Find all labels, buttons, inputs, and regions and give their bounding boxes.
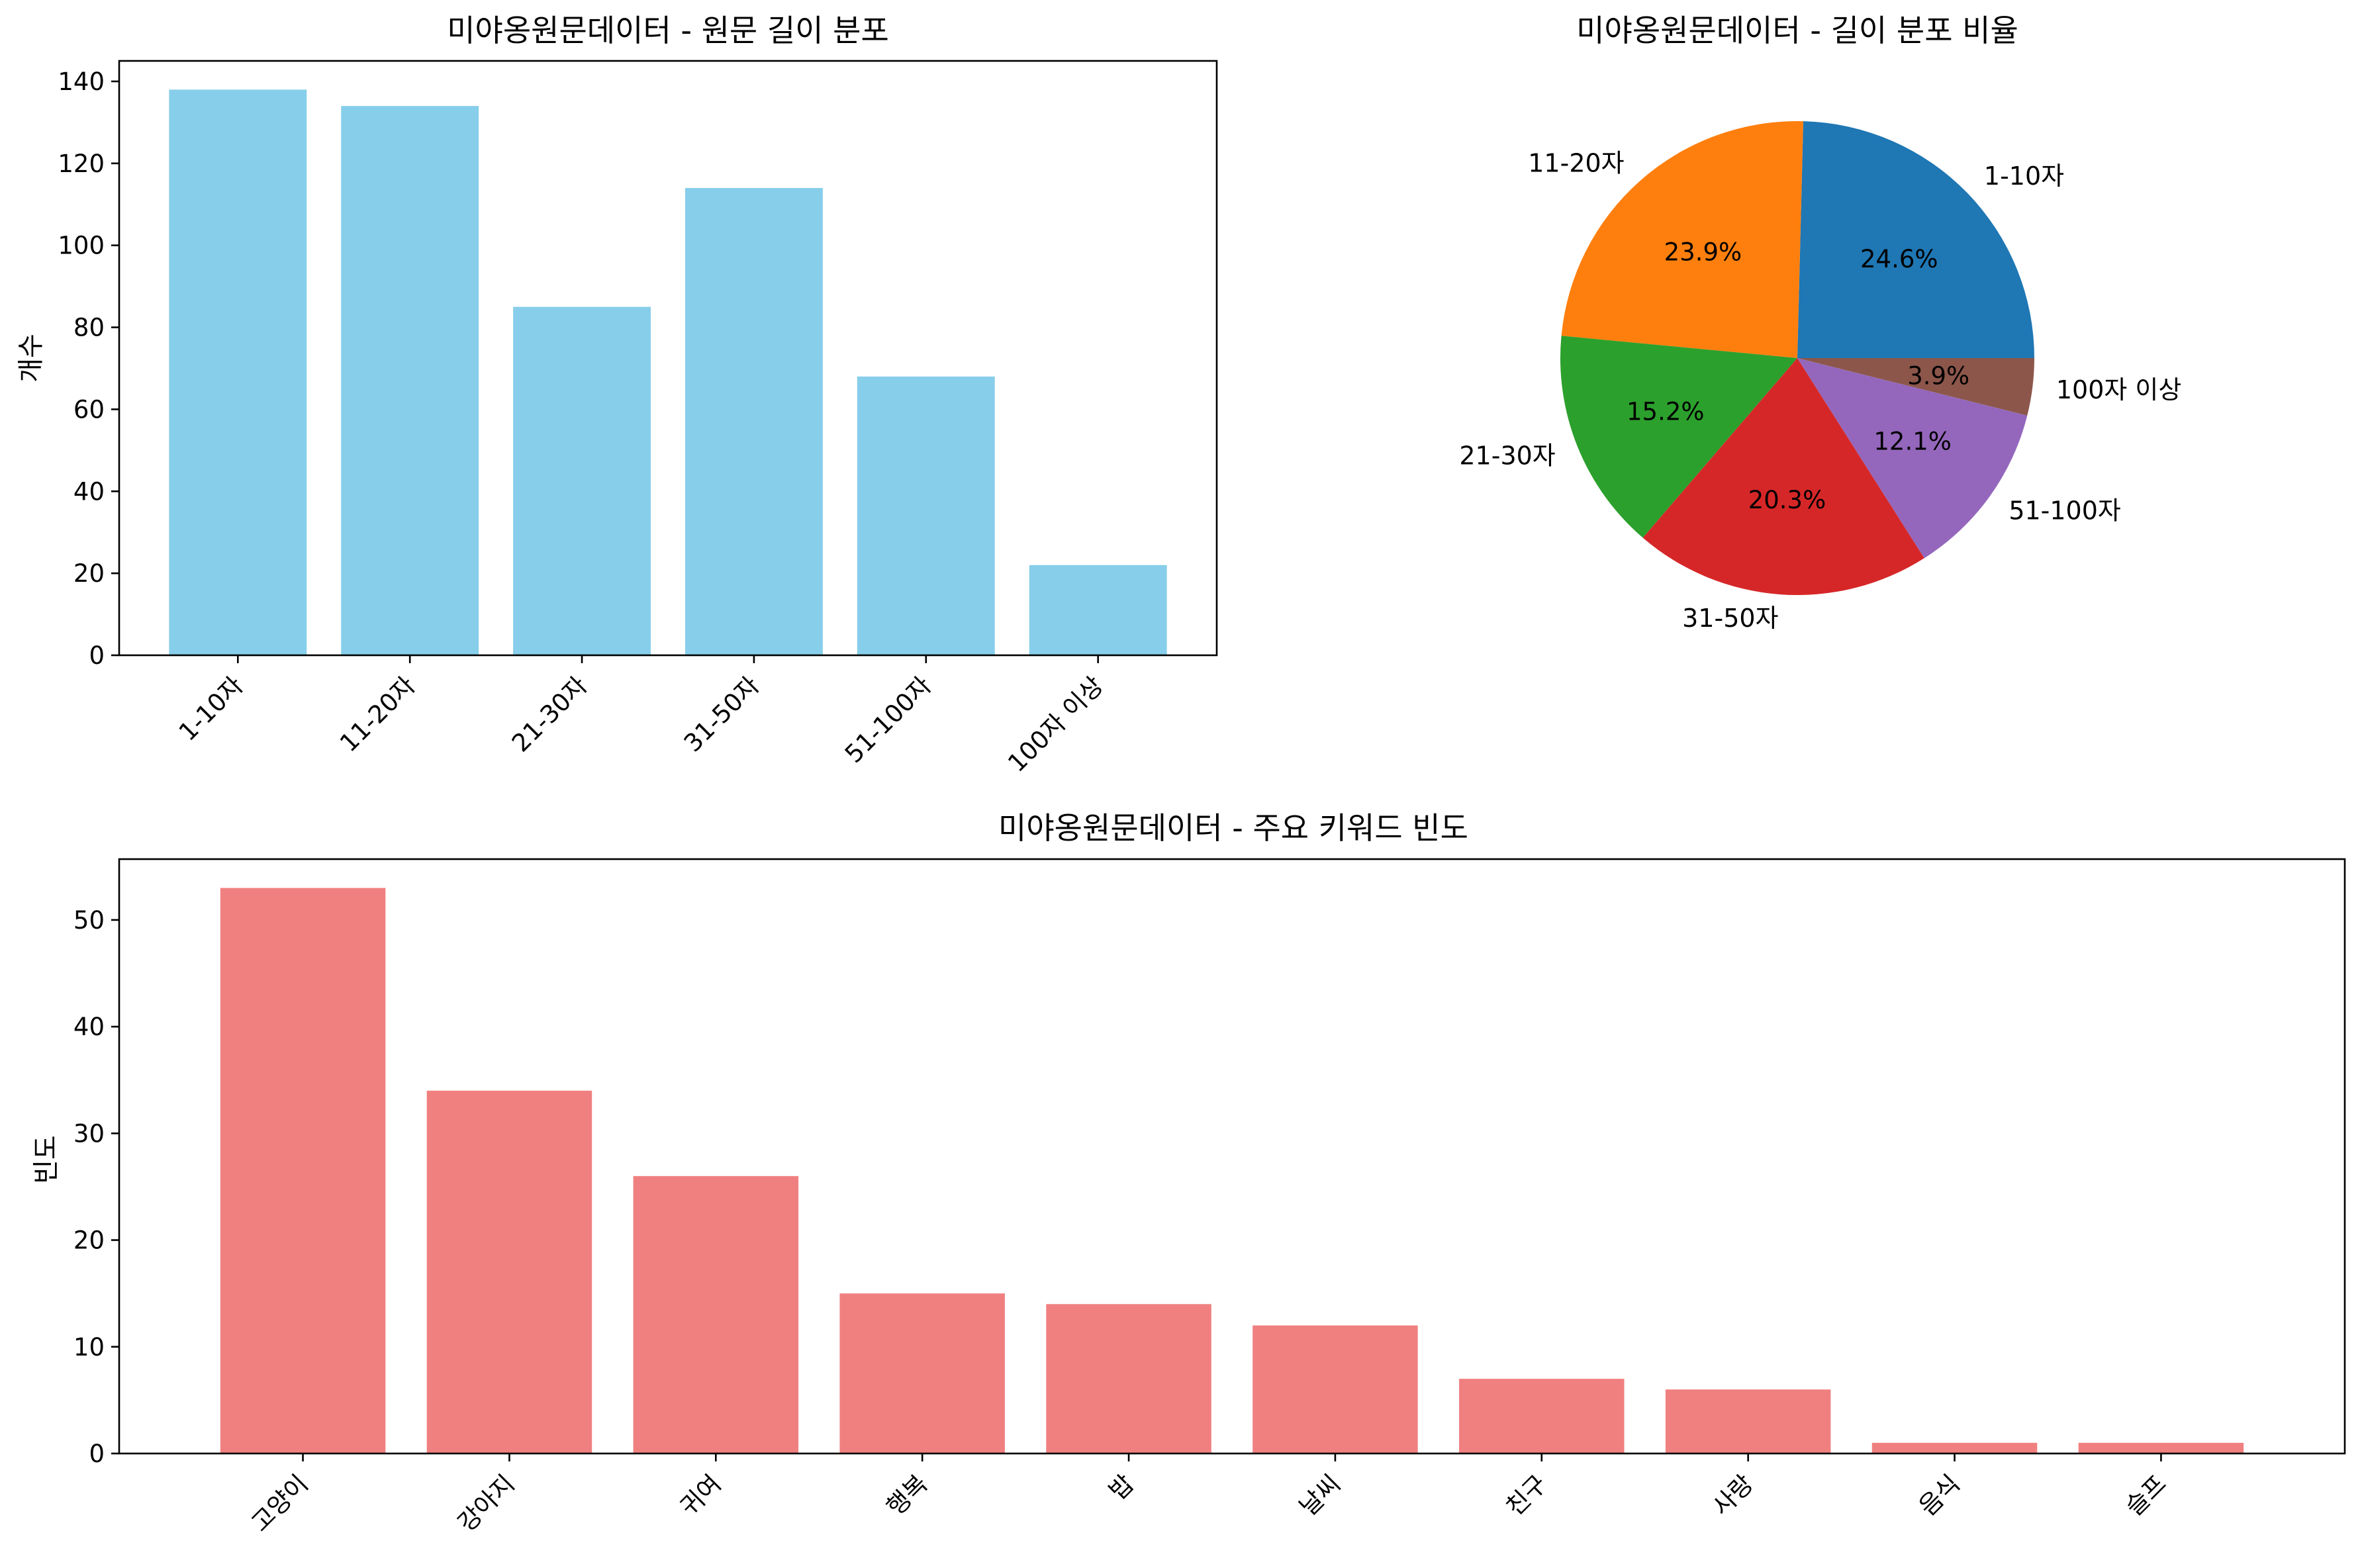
c1-bar-3 <box>685 187 823 655</box>
pie-pct-label-0: 24.6% <box>1860 245 1938 273</box>
c1-bar-2 <box>513 306 651 656</box>
c3-xtick-label-0: 고양이 <box>246 1469 314 1538</box>
c1-xtick-label-4: 51-100자 <box>839 671 937 768</box>
c3-ytick-label-4: 40 <box>73 1013 105 1041</box>
c3-bar-3 <box>839 1293 1005 1453</box>
c3-xtick-label-8: 음식 <box>1913 1469 1965 1522</box>
pie-pct-label-3: 20.3% <box>1748 486 1826 514</box>
pie-category-label-3: 31-50자 <box>1682 604 1778 633</box>
c3-bar-2 <box>633 1176 799 1453</box>
c1-ytick-label-3: 60 <box>73 395 105 424</box>
c3-bar-8 <box>1871 1442 2038 1453</box>
pie-slice-4 <box>1797 358 2028 559</box>
c3-bar-1 <box>426 1090 592 1453</box>
c3-ytick-label-2: 20 <box>73 1226 105 1255</box>
c1-bar-1 <box>341 106 479 655</box>
c1-bar-0 <box>169 89 307 655</box>
length-bar-ylabel: 개수 <box>16 334 46 383</box>
c1-xtick-label-3: 31-50자 <box>679 671 765 758</box>
length-pie-chart: 미야옹원문데이터 - 길이 분포 비율 24.6% 1-10자 23.9% 11-20… <box>1459 13 2181 633</box>
c3-xtick-label-3: 행복 <box>881 1469 933 1522</box>
pie-category-label-1: 11-20자 <box>1528 148 1624 177</box>
c3-bar-6 <box>1459 1379 1625 1453</box>
c3-ytick-label-1: 10 <box>73 1333 105 1361</box>
pie-slice-5 <box>1797 358 2034 416</box>
c3-xtick-label-5: 날씨 <box>1294 1469 1346 1522</box>
pie-slice-3 <box>1642 358 1924 595</box>
c3-xtick-label-1: 강아지 <box>452 1469 520 1538</box>
c1-ytick-label-7: 140 <box>58 68 105 96</box>
c1-xtick-label-0: 1-10자 <box>173 671 249 747</box>
c1-bar-5 <box>1029 565 1167 655</box>
pie-slice-1 <box>1561 121 1803 359</box>
c3-xtick-label-6: 친구 <box>1501 1469 1553 1522</box>
length-bar-title: 미야옹원문데이터 - 원문 길이 분포 <box>447 13 889 48</box>
c3-xtick-label-4: 밥 <box>1104 1469 1139 1505</box>
length-bar-chart: 미야옹원문데이터 - 원문 길이 분포 0 20 40 60 80 100 120 140 1… <box>16 13 1218 778</box>
c1-ytick-label-1: 20 <box>73 559 105 588</box>
c3-xtick-label-9: 슬프 <box>2120 1469 2172 1522</box>
keyword-bar-chart: 미야옹원문데이터 - 주요 키워드 빈도 0 10 20 30 40 50 고양이 강아지 귀… <box>31 810 2346 1538</box>
c1-ytick-label-4: 80 <box>73 314 105 342</box>
length-bar-frame <box>118 60 1218 657</box>
c1-xtick-label-5: 100자 이상 <box>1002 671 1109 778</box>
pie-slice-0 <box>1797 121 2034 358</box>
pie-pct-label-4: 12.1% <box>1873 428 1952 456</box>
c3-ytick-label-0: 0 <box>89 1440 105 1468</box>
pie-category-label-0: 1-10자 <box>1984 161 2064 191</box>
pie-category-label-5: 100자 이상 <box>2056 375 2182 404</box>
c3-ytick-label-3: 30 <box>73 1119 105 1148</box>
c1-ytick-label-0: 0 <box>89 641 105 670</box>
keyword-bar-ylabel: 빈도 <box>31 1135 62 1184</box>
c3-bar-5 <box>1252 1325 1418 1453</box>
c3-bar-0 <box>220 888 386 1453</box>
pie-category-label-4: 51-100자 <box>2008 496 2121 525</box>
c1-xtick-label-2: 21-30자 <box>506 671 593 758</box>
keyword-bar-frame <box>118 858 2346 1455</box>
c3-xtick-label-2: 귀여 <box>675 1469 727 1522</box>
c3-ytick-label-5: 50 <box>73 906 105 935</box>
pie-pct-label-5: 3.9% <box>1907 361 1969 390</box>
c1-bar-4 <box>857 376 995 655</box>
c3-bar-4 <box>1046 1304 1211 1453</box>
c3-bar-9 <box>2078 1442 2244 1453</box>
c1-ytick-label-6: 120 <box>58 150 105 178</box>
pie-pct-label-2: 15.2% <box>1627 397 1705 426</box>
pie-pct-label-1: 23.9% <box>1664 238 1742 266</box>
pie-slice-2 <box>1560 336 1797 538</box>
c1-xtick-label-1: 11-20자 <box>334 671 421 758</box>
length-pie-title: 미야옹원문데이터 - 길이 분포 비율 <box>1576 13 2018 48</box>
c1-ytick-label-5: 100 <box>58 232 105 260</box>
keyword-bar-title: 미야옹원문데이터 - 주요 키워드 빈도 <box>998 810 1468 846</box>
pie-category-label-2: 21-30자 <box>1459 441 1555 470</box>
c3-bar-7 <box>1665 1389 1831 1453</box>
c3-xtick-label-7: 사랑 <box>1707 1469 1759 1522</box>
c1-ytick-label-2: 40 <box>73 477 105 506</box>
